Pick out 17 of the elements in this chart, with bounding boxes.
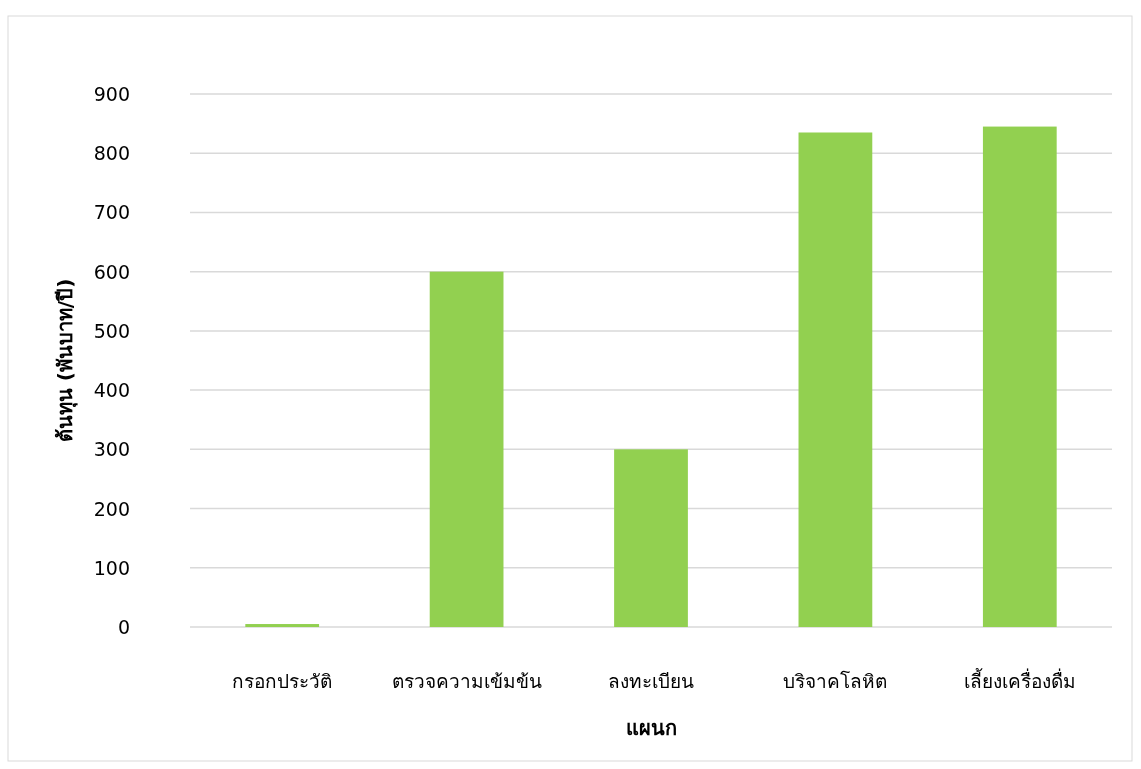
x-tick-label: กรอกประวัติ <box>232 670 333 692</box>
x-tick-label: เลี้ยงเครื่องดื่ม <box>963 668 1076 692</box>
x-tick-label: ตรวจความเข้มข้น <box>391 670 542 692</box>
y-tick-label: 800 <box>93 142 130 165</box>
y-tick-label: 700 <box>93 201 130 224</box>
y-tick-label: 0 <box>117 616 130 638</box>
y-tick-label: 600 <box>93 260 130 283</box>
y-tick-label: 900 <box>93 83 130 105</box>
y-tick-label: 500 <box>93 319 130 342</box>
y-tick-label: 400 <box>93 379 130 402</box>
y-tick-label: 300 <box>93 438 130 461</box>
x-tick-label: บริจาคโลหิต <box>783 670 888 692</box>
y-tick-label: 200 <box>93 497 130 520</box>
y-axis-title: ต้นทุน (พันบาท/ปี) <box>53 278 78 443</box>
x-tick-label: ลงทะเบียน <box>608 670 694 692</box>
y-tick-label: 100 <box>93 556 130 579</box>
x-axis-title: แผนก <box>625 716 677 740</box>
